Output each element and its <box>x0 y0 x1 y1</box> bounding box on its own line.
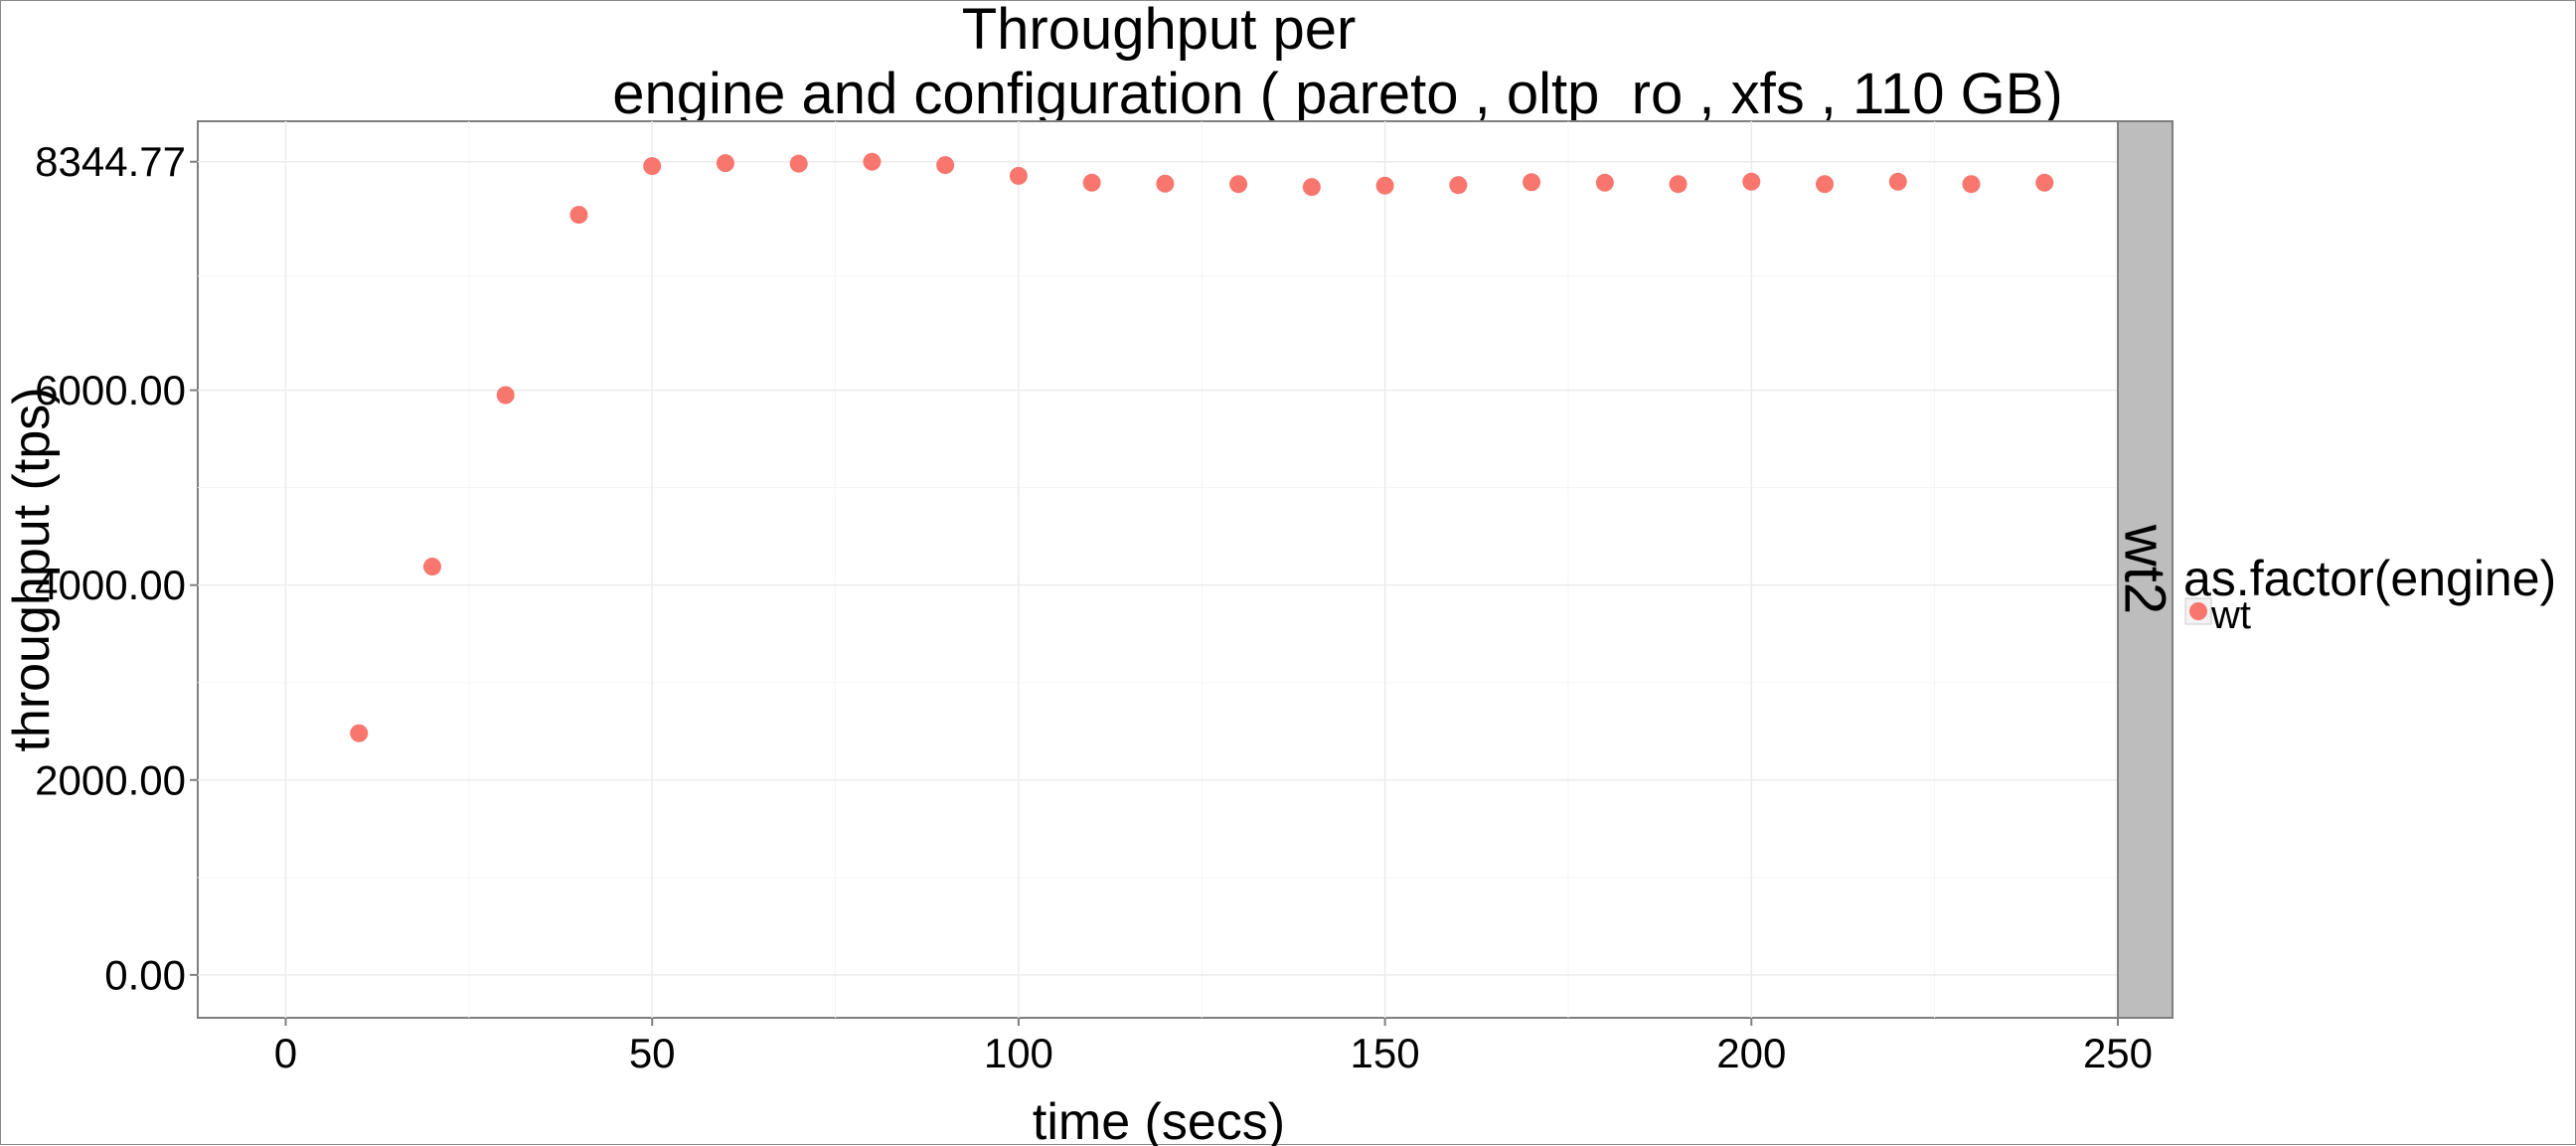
y-axis-title: throughput (tps) <box>3 387 61 751</box>
y-tick-label: 0.00 <box>104 951 186 998</box>
chart-title-line2: engine and configuration ( pareto , oltp… <box>612 62 2062 126</box>
x-tick-label: 0 <box>274 1030 297 1076</box>
legend-label-wt: wt <box>2210 593 2251 637</box>
data-point <box>422 558 441 576</box>
data-point <box>1816 175 1835 194</box>
data-point <box>1009 166 1028 185</box>
data-point <box>1669 175 1688 194</box>
data-point <box>1082 173 1101 192</box>
x-tick-label: 150 <box>1351 1030 1420 1076</box>
data-point <box>1375 176 1394 195</box>
facet-label: wt2 <box>2113 524 2177 614</box>
data-point <box>936 156 955 175</box>
data-point <box>569 206 588 225</box>
grid-minor <box>198 121 2118 1018</box>
y-tick-label: 2000.00 <box>35 756 186 803</box>
grid-major <box>198 121 2119 1018</box>
data-point <box>1595 173 1614 192</box>
x-tick-label: 200 <box>1716 1030 1786 1076</box>
x-tick-label: 50 <box>629 1030 676 1076</box>
plot-panel <box>197 120 2119 1019</box>
data-point <box>863 152 882 171</box>
y-tick-label: 6000.00 <box>35 367 186 413</box>
data-point <box>1156 174 1175 193</box>
x-axis-title: time (secs) <box>1033 1093 1285 1146</box>
data-point <box>1229 175 1248 194</box>
data-point <box>1742 172 1761 191</box>
data-point <box>1888 172 1907 191</box>
legend-title: as.factor(engine) <box>2183 551 2556 606</box>
legend: as.factor(engine) wt <box>2183 551 2556 637</box>
data-point <box>1302 178 1321 197</box>
y-tick-label: 4000.00 <box>35 562 186 608</box>
data-point <box>350 724 369 742</box>
data-point <box>496 386 515 405</box>
x-tick-label: 100 <box>984 1030 1053 1076</box>
y-tick-label: 8344.77 <box>35 138 186 185</box>
data-points <box>350 152 2054 742</box>
x-axis: 0 50 100 150 200 250 <box>274 1018 2153 1076</box>
data-point <box>1449 176 1468 195</box>
data-point <box>643 157 662 176</box>
data-point <box>1523 173 1541 192</box>
chart-title-line1: Throughput per <box>962 1 1357 62</box>
x-tick-label: 250 <box>2083 1030 2153 1076</box>
data-point <box>789 154 808 173</box>
data-point <box>1962 175 1981 194</box>
data-point <box>2035 173 2054 192</box>
facet-strip <box>2117 120 2174 1019</box>
data-point <box>716 154 734 173</box>
y-axis: 0.00 2000.00 4000.00 6000.00 8344.77 <box>35 138 198 998</box>
legend-key-marker <box>2189 602 2207 620</box>
